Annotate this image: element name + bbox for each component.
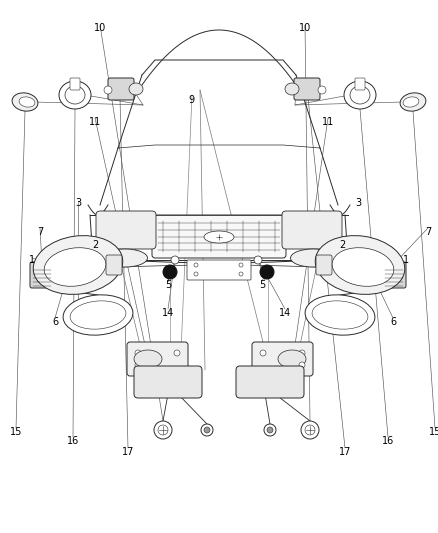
Ellipse shape: [290, 249, 336, 267]
Circle shape: [104, 86, 112, 94]
Circle shape: [194, 263, 198, 267]
Circle shape: [37, 273, 47, 283]
Circle shape: [267, 427, 273, 433]
FancyBboxPatch shape: [152, 215, 286, 258]
Ellipse shape: [44, 248, 106, 286]
Text: 11: 11: [322, 117, 334, 127]
Circle shape: [154, 421, 172, 439]
Ellipse shape: [332, 248, 394, 286]
Ellipse shape: [400, 93, 426, 111]
Text: 7: 7: [37, 227, 43, 237]
FancyBboxPatch shape: [316, 255, 332, 275]
FancyBboxPatch shape: [252, 342, 313, 376]
Ellipse shape: [344, 81, 376, 109]
Text: 2: 2: [339, 240, 345, 250]
Text: 14: 14: [162, 308, 174, 318]
Ellipse shape: [65, 86, 85, 104]
Text: 14: 14: [279, 308, 291, 318]
Text: 7: 7: [425, 227, 431, 237]
FancyBboxPatch shape: [63, 249, 77, 267]
Circle shape: [318, 86, 326, 94]
Circle shape: [260, 265, 274, 279]
Text: 6: 6: [390, 317, 396, 327]
FancyBboxPatch shape: [108, 78, 134, 100]
Text: 2: 2: [92, 240, 98, 250]
Ellipse shape: [403, 97, 419, 107]
Ellipse shape: [19, 97, 35, 107]
Circle shape: [392, 276, 396, 280]
Ellipse shape: [278, 350, 306, 368]
Circle shape: [67, 259, 73, 265]
Text: 10: 10: [299, 23, 311, 33]
Ellipse shape: [315, 236, 405, 294]
Ellipse shape: [129, 83, 143, 95]
Text: 5: 5: [165, 280, 171, 290]
FancyBboxPatch shape: [134, 366, 202, 398]
Text: 15: 15: [10, 427, 22, 437]
FancyBboxPatch shape: [361, 249, 375, 267]
Ellipse shape: [350, 86, 370, 104]
Text: 3: 3: [75, 198, 81, 208]
Circle shape: [163, 265, 177, 279]
Circle shape: [365, 259, 371, 265]
Ellipse shape: [70, 301, 126, 329]
Circle shape: [201, 424, 213, 436]
Text: 5: 5: [259, 280, 265, 290]
FancyBboxPatch shape: [187, 260, 251, 280]
Circle shape: [260, 350, 266, 356]
Circle shape: [204, 427, 210, 433]
Ellipse shape: [305, 295, 375, 335]
Text: 15: 15: [429, 427, 438, 437]
Circle shape: [135, 350, 141, 356]
Circle shape: [194, 272, 198, 276]
Text: 16: 16: [382, 436, 394, 446]
FancyBboxPatch shape: [30, 262, 54, 288]
Ellipse shape: [102, 249, 148, 267]
Text: 9: 9: [188, 95, 194, 105]
FancyBboxPatch shape: [106, 255, 122, 275]
Ellipse shape: [134, 350, 162, 368]
Circle shape: [135, 362, 141, 368]
Text: 1: 1: [29, 255, 35, 265]
FancyBboxPatch shape: [294, 78, 320, 100]
Ellipse shape: [312, 301, 368, 329]
Text: 1: 1: [403, 255, 409, 265]
Text: 16: 16: [67, 436, 79, 446]
FancyBboxPatch shape: [127, 342, 188, 376]
FancyBboxPatch shape: [382, 262, 406, 288]
Circle shape: [158, 425, 168, 435]
Circle shape: [174, 350, 180, 356]
FancyBboxPatch shape: [282, 211, 342, 249]
FancyBboxPatch shape: [236, 366, 304, 398]
Circle shape: [299, 350, 305, 356]
Circle shape: [171, 256, 179, 264]
Circle shape: [299, 362, 305, 368]
Ellipse shape: [33, 236, 123, 294]
Circle shape: [301, 421, 319, 439]
Text: 6: 6: [52, 317, 58, 327]
Circle shape: [239, 272, 243, 276]
Text: 17: 17: [122, 447, 134, 457]
Circle shape: [40, 276, 44, 280]
Circle shape: [264, 424, 276, 436]
Circle shape: [239, 263, 243, 267]
Circle shape: [254, 256, 262, 264]
Ellipse shape: [63, 295, 133, 335]
Circle shape: [305, 425, 315, 435]
Text: 3: 3: [355, 198, 361, 208]
Circle shape: [389, 273, 399, 283]
FancyBboxPatch shape: [70, 78, 80, 90]
Ellipse shape: [59, 81, 91, 109]
Ellipse shape: [204, 231, 234, 243]
Text: 17: 17: [339, 447, 351, 457]
FancyBboxPatch shape: [96, 211, 156, 249]
Text: 11: 11: [89, 117, 101, 127]
Ellipse shape: [12, 93, 38, 111]
Text: 10: 10: [94, 23, 106, 33]
FancyBboxPatch shape: [355, 78, 365, 90]
Ellipse shape: [285, 83, 299, 95]
